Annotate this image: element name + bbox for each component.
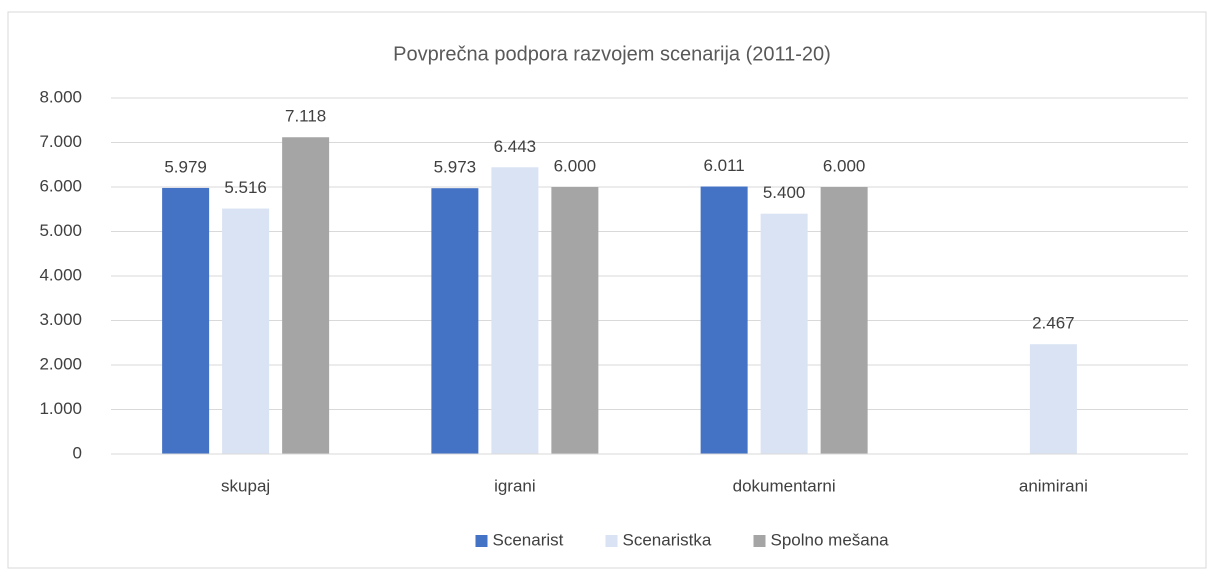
x-tick-label: igrani (494, 476, 536, 495)
bar (1029, 344, 1077, 454)
y-tick-label: 3.000 (39, 310, 82, 329)
chart-title: Povprečna podpora razvojem scenarija (20… (393, 43, 831, 65)
legend-label: Scenaristka (623, 530, 712, 549)
legend-swatch (605, 535, 618, 547)
y-tick-label: 7.000 (39, 132, 82, 151)
value-label: 7.118 (285, 107, 326, 126)
x-tick-label: dokumentarni (733, 476, 836, 495)
bar (700, 186, 748, 454)
value-label: 6.000 (823, 156, 866, 175)
y-tick-label: 1.000 (39, 399, 82, 418)
legend-label: Scenarist (493, 530, 564, 549)
legend-swatch (475, 535, 488, 547)
value-label: 5.979 (164, 157, 207, 176)
y-tick-label: 2.000 (39, 354, 82, 373)
value-label: 6.443 (494, 137, 537, 156)
bar (222, 208, 270, 454)
legend-swatch (753, 535, 766, 547)
bar (551, 187, 599, 454)
bar (162, 187, 210, 454)
bar (282, 137, 330, 454)
bar (431, 188, 479, 454)
bar (491, 167, 539, 454)
value-label: 2.467 (1032, 314, 1075, 333)
value-label: 6.011 (703, 156, 744, 175)
x-tick-label: animirani (1019, 476, 1088, 495)
value-label: 5.400 (763, 183, 806, 202)
legend-label: Spolno mešana (771, 530, 890, 549)
bar (760, 213, 808, 454)
y-tick-label: 0 (73, 443, 82, 462)
value-label: 6.000 (554, 156, 597, 175)
value-label: 5.516 (224, 178, 267, 197)
y-tick-label: 4.000 (39, 265, 82, 284)
value-label: 5.973 (434, 158, 477, 177)
bar (820, 187, 868, 454)
y-tick-label: 6.000 (39, 176, 82, 195)
x-tick-label: skupaj (221, 476, 270, 495)
y-tick-label: 8.000 (39, 87, 82, 106)
y-tick-label: 5.000 (39, 221, 82, 240)
